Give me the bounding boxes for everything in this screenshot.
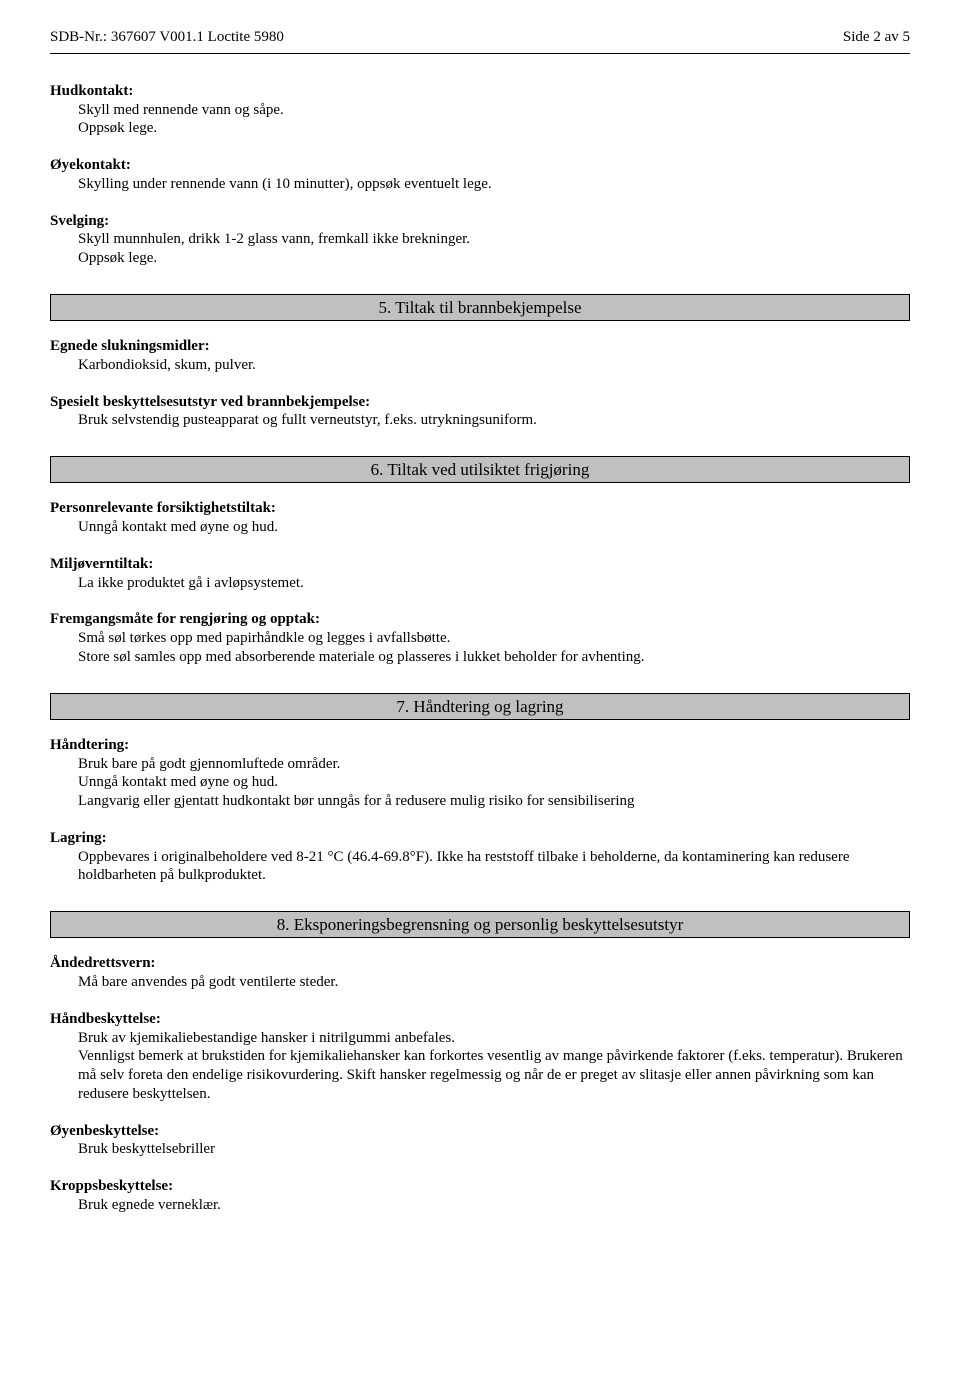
text-line: Bruk bare på godt gjennomluftede områder…	[50, 755, 910, 774]
label-oyekontakt: Øyekontakt:	[50, 156, 910, 175]
label-oyenbeskyttelse: Øyenbeskyttelse:	[50, 1122, 910, 1141]
text-line: Må bare anvendes på godt ventilerte sted…	[50, 973, 910, 992]
section-5-title: 5. Tiltak til brannbekjempelse	[50, 294, 910, 321]
label-brannbekjempelse: Spesielt beskyttelsesutstyr ved brannbek…	[50, 393, 910, 412]
block-kroppsbeskyttelse: Kroppsbeskyttelse: Bruk egnede verneklær…	[50, 1177, 910, 1215]
text-line: Skyll med rennende vann og såpe.	[50, 101, 910, 120]
label-rengjoring: Fremgangsmåte for rengjøring og opptak:	[50, 610, 910, 629]
block-brannbekjempelse: Spesielt beskyttelsesutstyr ved brannbek…	[50, 393, 910, 431]
section-6-title: 6. Tiltak ved utilsiktet frigjøring	[50, 456, 910, 483]
text-line: La ikke produktet gå i avløpsystemet.	[50, 574, 910, 593]
header-left: SDB-Nr.: 367607 V001.1 Loctite 5980	[50, 28, 284, 47]
page-header: SDB-Nr.: 367607 V001.1 Loctite 5980 Side…	[50, 28, 910, 47]
block-handbeskyttelse: Håndbeskyttelse: Bruk av kjemikaliebesta…	[50, 1010, 910, 1104]
label-kroppsbeskyttelse: Kroppsbeskyttelse:	[50, 1177, 910, 1196]
block-miljoverntiltak: Miljøverntiltak: La ikke produktet gå i …	[50, 555, 910, 593]
header-divider	[50, 53, 910, 54]
block-lagring: Lagring: Oppbevares i originalbeholdere …	[50, 829, 910, 885]
label-svelging: Svelging:	[50, 212, 910, 231]
text-line: Vennligst bemerk at brukstiden for kjemi…	[50, 1047, 910, 1103]
label-miljoverntiltak: Miljøverntiltak:	[50, 555, 910, 574]
block-oyekontakt: Øyekontakt: Skylling under rennende vann…	[50, 156, 910, 194]
text-line: Små søl tørkes opp med papirhåndkle og l…	[50, 629, 910, 648]
text-line: Store søl samles opp med absorberende ma…	[50, 648, 910, 667]
label-personrelevante: Personrelevante forsiktighetstiltak:	[50, 499, 910, 518]
text-line: Unngå kontakt med øyne og hud.	[50, 773, 910, 792]
block-slukningsmidler: Egnede slukningsmidler: Karbondioksid, s…	[50, 337, 910, 375]
label-slukningsmidler: Egnede slukningsmidler:	[50, 337, 910, 356]
text-line: Oppbevares i originalbeholdere ved 8-21 …	[50, 848, 910, 886]
label-lagring: Lagring:	[50, 829, 910, 848]
block-svelging: Svelging: Skyll munnhulen, drikk 1-2 gla…	[50, 212, 910, 268]
text-line: Langvarig eller gjentatt hudkontakt bør …	[50, 792, 910, 811]
text-line: Bruk selvstendig pusteapparat og fullt v…	[50, 411, 910, 430]
header-right: Side 2 av 5	[843, 28, 910, 47]
label-handbeskyttelse: Håndbeskyttelse:	[50, 1010, 910, 1029]
block-personrelevante: Personrelevante forsiktighetstiltak: Unn…	[50, 499, 910, 537]
label-handtering: Håndtering:	[50, 736, 910, 755]
label-andedrettsvern: Åndedrettsvern:	[50, 954, 910, 973]
text-line: Oppsøk lege.	[50, 249, 910, 268]
text-line: Skylling under rennende vann (i 10 minut…	[50, 175, 910, 194]
text-line: Oppsøk lege.	[50, 119, 910, 138]
block-andedrettsvern: Åndedrettsvern: Må bare anvendes på godt…	[50, 954, 910, 992]
label-hudkontakt: Hudkontakt:	[50, 82, 910, 101]
block-handtering: Håndtering: Bruk bare på godt gjennomluf…	[50, 736, 910, 811]
text-line: Unngå kontakt med øyne og hud.	[50, 518, 910, 537]
text-line: Karbondioksid, skum, pulver.	[50, 356, 910, 375]
block-rengjoring: Fremgangsmåte for rengjøring og opptak: …	[50, 610, 910, 666]
section-8-title: 8. Eksponeringsbegrensning og personlig …	[50, 911, 910, 938]
text-line: Bruk egnede verneklær.	[50, 1196, 910, 1215]
block-hudkontakt: Hudkontakt: Skyll med rennende vann og s…	[50, 82, 910, 138]
block-oyenbeskyttelse: Øyenbeskyttelse: Bruk beskyttelsebriller	[50, 1122, 910, 1160]
text-line: Skyll munnhulen, drikk 1-2 glass vann, f…	[50, 230, 910, 249]
text-line: Bruk beskyttelsebriller	[50, 1140, 910, 1159]
section-7-title: 7. Håndtering og lagring	[50, 693, 910, 720]
text-line: Bruk av kjemikaliebestandige hansker i n…	[50, 1029, 910, 1048]
